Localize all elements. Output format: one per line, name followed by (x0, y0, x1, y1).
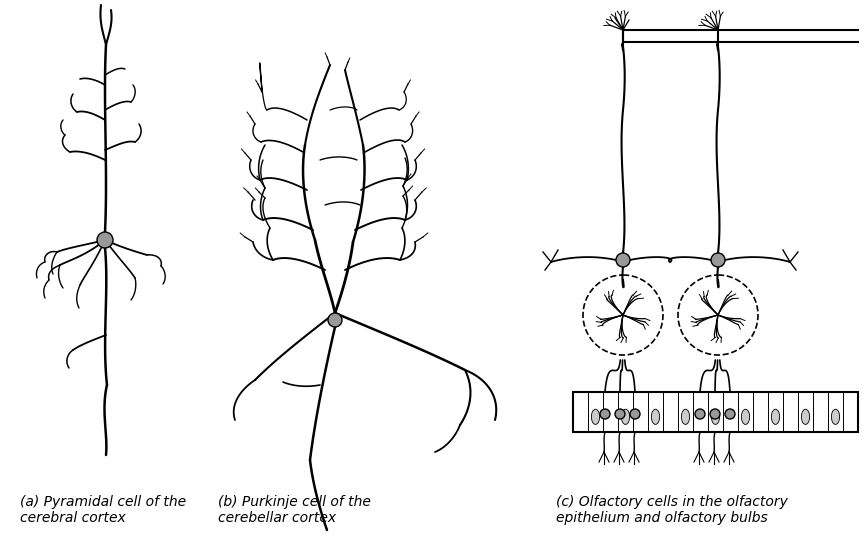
Circle shape (725, 409, 735, 419)
Ellipse shape (741, 409, 750, 424)
Ellipse shape (651, 409, 659, 424)
Text: (a) Pyramidal cell of the
cerebral cortex: (a) Pyramidal cell of the cerebral corte… (20, 495, 186, 525)
Ellipse shape (621, 409, 630, 424)
Ellipse shape (831, 409, 840, 424)
Ellipse shape (682, 409, 689, 424)
Circle shape (97, 232, 113, 248)
Text: (b) Purkinje cell of the
cerebellar cortex: (b) Purkinje cell of the cerebellar cort… (218, 495, 371, 525)
Circle shape (710, 409, 720, 419)
Circle shape (328, 313, 342, 327)
Ellipse shape (772, 409, 779, 424)
Circle shape (615, 409, 625, 419)
Circle shape (616, 253, 630, 267)
Ellipse shape (802, 409, 810, 424)
Circle shape (630, 409, 640, 419)
Circle shape (600, 409, 610, 419)
Ellipse shape (591, 409, 600, 424)
Text: (c) Olfactory cells in the olfactory
epithelium and olfactory bulbs: (c) Olfactory cells in the olfactory epi… (556, 495, 788, 525)
Circle shape (695, 409, 705, 419)
Ellipse shape (711, 409, 720, 424)
Bar (573, 392, 858, 432)
Circle shape (711, 253, 725, 267)
